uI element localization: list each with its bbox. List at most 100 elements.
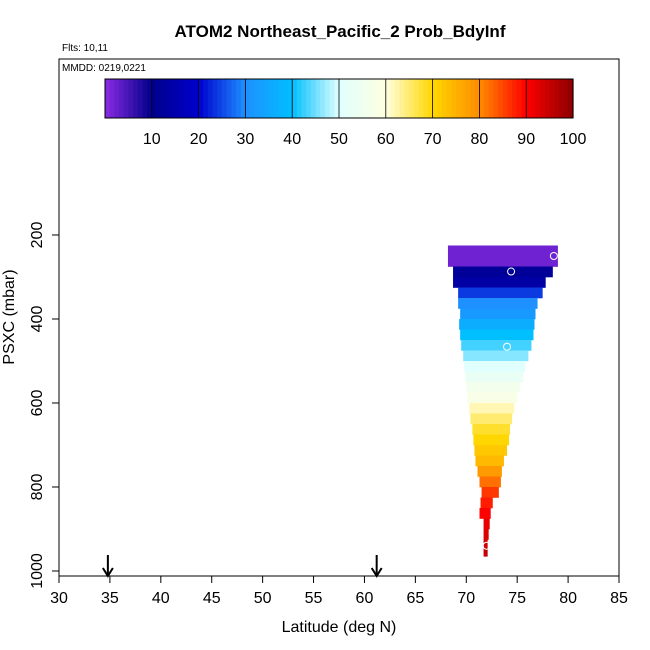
heatmap-cells <box>447 245 558 557</box>
colorbar-swatch <box>170 79 176 118</box>
colorbar-swatch <box>385 79 392 118</box>
colorbar-swatch <box>264 79 270 118</box>
colorbar-swatch <box>273 79 279 118</box>
colorbar-tick-label: 80 <box>471 131 489 148</box>
heatmap-cell <box>464 361 526 372</box>
y-tick-label: 400 <box>29 306 46 333</box>
colorbar-swatch <box>404 79 410 118</box>
heatmap-cell <box>479 508 491 519</box>
colorbar-swatch <box>310 79 317 118</box>
colorbar-swatch <box>193 79 200 118</box>
x-tick-label: 50 <box>254 590 272 607</box>
heatmap-cell <box>481 487 499 498</box>
colorbar-swatch <box>189 79 195 118</box>
colorbar-swatch <box>371 79 378 118</box>
colorbar-swatch <box>465 79 471 118</box>
heatmap-cell <box>460 329 534 341</box>
heatmap-cell <box>483 518 490 530</box>
colorbar-swatch <box>222 79 228 118</box>
colorbar-swatch <box>207 79 214 118</box>
colorbar-swatch <box>282 79 289 118</box>
colorbar-swatch <box>339 79 345 118</box>
heatmap-cell <box>470 413 513 425</box>
heatmap-cell <box>469 403 515 414</box>
colorbar-swatch <box>516 79 523 118</box>
colorbar-swatch <box>357 79 363 118</box>
colorbar-swatch <box>549 79 555 118</box>
colorbar-swatch <box>376 79 382 118</box>
colorbar-swatch <box>226 79 232 118</box>
colorbar-tick-label: 60 <box>377 131 395 148</box>
colorbar-swatch <box>301 79 307 118</box>
heatmap-cell <box>447 245 558 267</box>
x-tick-label: 45 <box>203 590 221 607</box>
colorbar: 10 20 30 40 50 60 70 80 90 100 <box>104 78 586 148</box>
heatmap-cell <box>465 371 524 383</box>
colorbar-swatch <box>296 79 303 118</box>
colorbar-swatch <box>306 79 312 118</box>
dates-label: MMDD: 0219,0221 <box>62 63 146 74</box>
colorbar-swatch <box>109 79 115 118</box>
colorbar-swatch <box>240 79 246 118</box>
heatmap-cell <box>460 308 536 320</box>
heatmap-cell <box>461 340 532 351</box>
colorbar-swatch <box>217 79 223 118</box>
x-tick-label: 65 <box>406 590 424 607</box>
colorbar-swatch <box>568 79 574 118</box>
colorbar-swatch <box>540 79 546 118</box>
x-tick-label: 35 <box>101 590 119 607</box>
colorbar-swatch <box>409 79 415 118</box>
colorbar-swatch <box>512 79 518 118</box>
heatmap-cell <box>474 445 507 456</box>
heatmap-cell <box>453 277 546 288</box>
sample-point <box>507 267 516 276</box>
heatmap-cell <box>453 266 553 278</box>
colorbar-swatch <box>535 79 541 118</box>
colorbar-swatch <box>474 79 480 118</box>
colorbar-tick-label: 20 <box>190 131 208 148</box>
y-tick-label: 800 <box>29 474 46 501</box>
colorbar-swatch <box>119 79 125 118</box>
x-tick-label: 70 <box>457 590 475 607</box>
colorbar-swatch <box>161 79 167 118</box>
sample-point <box>503 342 511 351</box>
flights-label: Flts: 10,11 <box>62 43 108 54</box>
colorbar-swatch <box>334 79 340 118</box>
colorbar-swatch <box>236 79 242 118</box>
heatmap-cell <box>480 497 493 509</box>
colorbar-swatch <box>315 79 321 118</box>
chart-title: ATOM2 Northeast_Pacific_2 Prob_BdyInf <box>175 22 506 41</box>
sample-points <box>441 238 558 550</box>
colorbar-swatch <box>179 79 186 118</box>
colorbar-swatch <box>381 79 387 118</box>
sample-point <box>482 541 491 550</box>
colorbar-swatch <box>488 79 495 118</box>
plot-frame <box>58 58 620 577</box>
colorbar-swatch <box>128 79 134 118</box>
heatmap-cell <box>463 350 529 362</box>
colorbar-swatch <box>437 79 443 118</box>
colorbar-swatch <box>399 79 406 118</box>
colorbar-swatch <box>427 79 434 118</box>
colorbar-swatch <box>320 79 326 118</box>
colorbar-swatch <box>259 79 265 118</box>
heatmap-cell <box>459 319 535 330</box>
colorbar-swatch <box>250 79 256 118</box>
heatmap-cell <box>475 455 504 467</box>
colorbar-swatch <box>460 79 466 118</box>
colorbar-swatch <box>133 79 139 118</box>
colorbar-swatch <box>348 79 354 118</box>
colorbar-swatch <box>245 79 251 118</box>
colorbar-swatch <box>395 79 401 118</box>
colorbar-swatch <box>470 79 476 118</box>
y-axis: 200 400 600 800 1000 <box>29 222 59 589</box>
colorbar-swatch <box>413 79 420 118</box>
colorbar-tick-label: 30 <box>237 131 255 148</box>
y-tick-label: 600 <box>29 390 46 417</box>
colorbar-swatch <box>151 79 158 118</box>
colorbar-swatch <box>507 79 513 118</box>
heatmap-cell <box>458 298 538 309</box>
colorbar-swatch <box>530 79 537 118</box>
colorbar-swatch <box>203 79 209 118</box>
colorbar-swatch <box>563 79 569 118</box>
